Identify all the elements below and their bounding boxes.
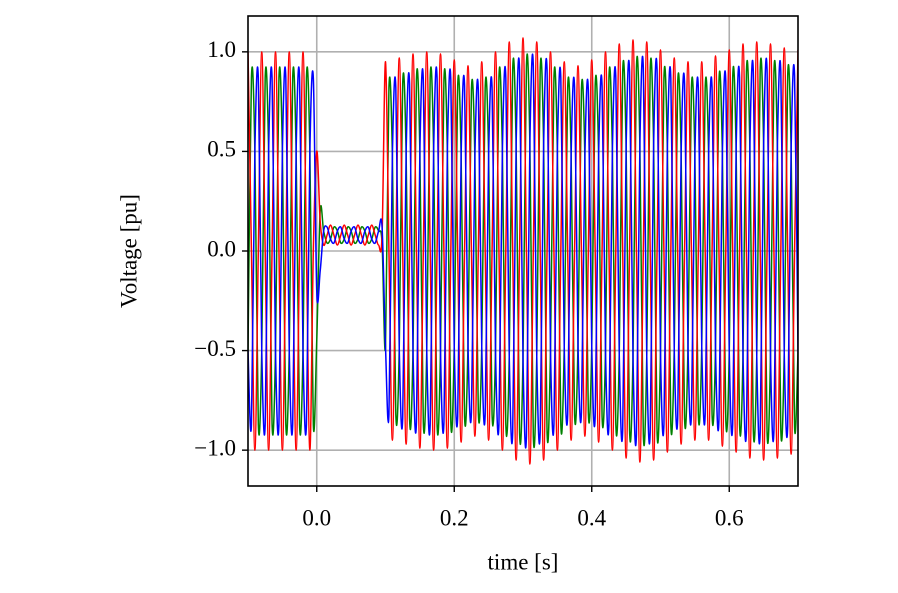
y-tick-label: 0.5 bbox=[207, 137, 236, 162]
x-tick-label: 0.0 bbox=[302, 505, 331, 530]
y-tick-label: −0.5 bbox=[194, 336, 236, 361]
y-axis-label: Voltage [pu] bbox=[116, 194, 141, 308]
x-tick-label: 0.4 bbox=[577, 505, 606, 530]
series-line bbox=[248, 53, 798, 449]
y-tick-label: 1.0 bbox=[207, 37, 236, 62]
y-tick-label: −1.0 bbox=[194, 435, 236, 460]
x-tick-label: 0.2 bbox=[440, 505, 469, 530]
series-line bbox=[248, 37, 798, 465]
x-axis-label: time [s] bbox=[488, 549, 559, 574]
x-tick-label: 0.6 bbox=[715, 505, 744, 530]
axes-frame bbox=[247, 15, 799, 487]
plot-area bbox=[248, 37, 798, 465]
y-tick-label: 0.0 bbox=[207, 236, 236, 261]
